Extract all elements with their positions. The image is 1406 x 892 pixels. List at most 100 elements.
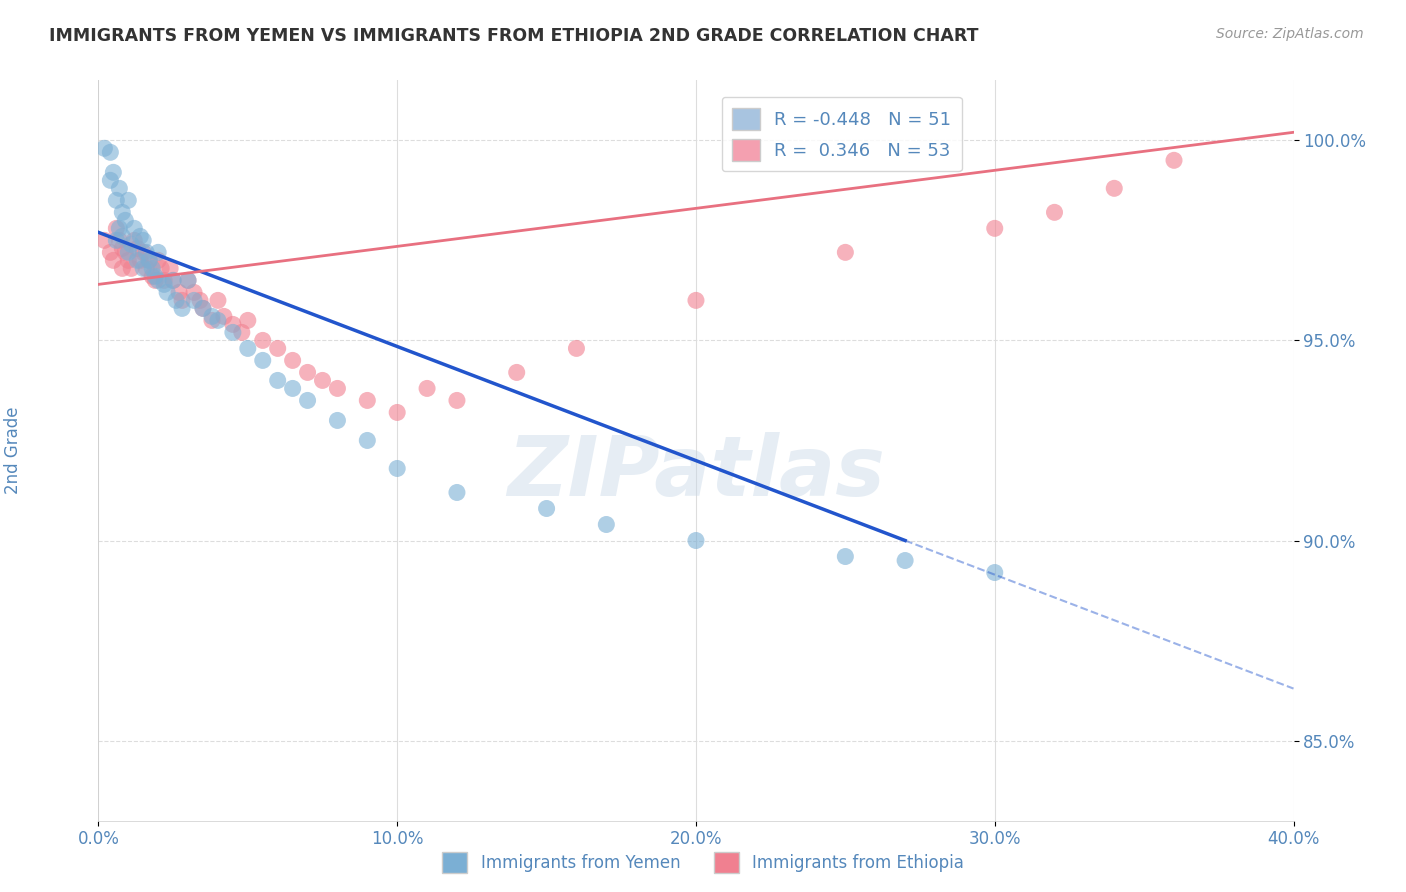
Point	[188, 293, 211, 308]
Point	[159, 261, 181, 276]
Point	[311, 373, 333, 387]
Point	[105, 194, 128, 208]
Point	[111, 261, 134, 276]
Point	[834, 245, 856, 260]
Point	[103, 165, 125, 179]
Point	[132, 261, 155, 276]
Point	[267, 342, 290, 356]
Point	[416, 381, 439, 395]
Point	[124, 221, 146, 235]
Point	[108, 233, 131, 247]
Point	[141, 269, 163, 284]
Legend: R = -0.448   N = 51, R =  0.346   N = 53: R = -0.448 N = 51, R = 0.346 N = 53	[721, 96, 962, 171]
Point	[143, 269, 166, 284]
Point	[984, 221, 1007, 235]
Point	[297, 366, 319, 380]
Point	[150, 261, 173, 276]
Point	[111, 205, 134, 219]
Point	[172, 301, 194, 316]
Point	[222, 326, 245, 340]
Point	[506, 366, 529, 380]
Point	[98, 145, 122, 160]
Point	[138, 253, 160, 268]
Point	[595, 517, 617, 532]
Point	[1104, 181, 1126, 195]
Point	[111, 241, 134, 255]
Point	[162, 273, 184, 287]
Point	[98, 245, 122, 260]
Point	[148, 273, 170, 287]
Point	[148, 253, 170, 268]
Point	[183, 293, 205, 308]
Text: ZIPatlas: ZIPatlas	[508, 432, 884, 513]
Point	[148, 245, 170, 260]
Point	[156, 285, 179, 300]
Point	[191, 301, 214, 316]
Point	[167, 285, 190, 300]
Point	[281, 381, 304, 395]
Point	[135, 261, 157, 276]
Y-axis label: 2nd Grade: 2nd Grade	[4, 407, 22, 494]
Point	[114, 245, 136, 260]
Point	[201, 313, 224, 327]
Point	[183, 285, 205, 300]
Point	[132, 233, 155, 247]
Point	[111, 229, 134, 244]
Point	[685, 533, 707, 548]
Point	[98, 173, 122, 187]
Point	[385, 405, 409, 419]
Point	[120, 237, 142, 252]
Point	[172, 293, 194, 308]
Point	[177, 273, 200, 287]
Point	[565, 342, 588, 356]
Point	[114, 213, 136, 227]
Point	[201, 310, 224, 324]
Point	[1163, 153, 1185, 168]
Point	[446, 485, 468, 500]
Point	[252, 353, 274, 368]
Point	[132, 245, 155, 260]
Point	[834, 549, 856, 564]
Point	[117, 245, 139, 260]
Point	[385, 461, 409, 475]
Point	[297, 393, 319, 408]
Text: IMMIGRANTS FROM YEMEN VS IMMIGRANTS FROM ETHIOPIA 2ND GRADE CORRELATION CHART: IMMIGRANTS FROM YEMEN VS IMMIGRANTS FROM…	[49, 27, 979, 45]
Point	[191, 301, 214, 316]
Point	[124, 233, 146, 247]
Point	[326, 381, 349, 395]
Point	[162, 273, 184, 287]
Point	[127, 253, 149, 268]
Text: Source: ZipAtlas.com: Source: ZipAtlas.com	[1216, 27, 1364, 41]
Point	[117, 253, 139, 268]
Point	[108, 221, 131, 235]
Point	[135, 245, 157, 260]
Point	[236, 342, 259, 356]
Point	[165, 293, 187, 308]
Point	[894, 553, 917, 567]
Point	[141, 261, 163, 276]
Point	[685, 293, 707, 308]
Point	[281, 353, 304, 368]
Point	[446, 393, 468, 408]
Point	[222, 318, 245, 332]
Point	[1043, 205, 1066, 219]
Point	[93, 141, 115, 155]
Point	[252, 334, 274, 348]
Point	[177, 273, 200, 287]
Point	[153, 277, 176, 292]
Legend: Immigrants from Yemen, Immigrants from Ethiopia: Immigrants from Yemen, Immigrants from E…	[436, 846, 970, 880]
Point	[984, 566, 1007, 580]
Point	[138, 253, 160, 268]
Point	[93, 233, 115, 247]
Point	[236, 313, 259, 327]
Point	[129, 253, 152, 268]
Point	[326, 413, 349, 427]
Point	[207, 313, 229, 327]
Point	[105, 233, 128, 247]
Point	[120, 261, 142, 276]
Point	[108, 181, 131, 195]
Point	[153, 273, 176, 287]
Point	[103, 253, 125, 268]
Point	[231, 326, 253, 340]
Point	[536, 501, 558, 516]
